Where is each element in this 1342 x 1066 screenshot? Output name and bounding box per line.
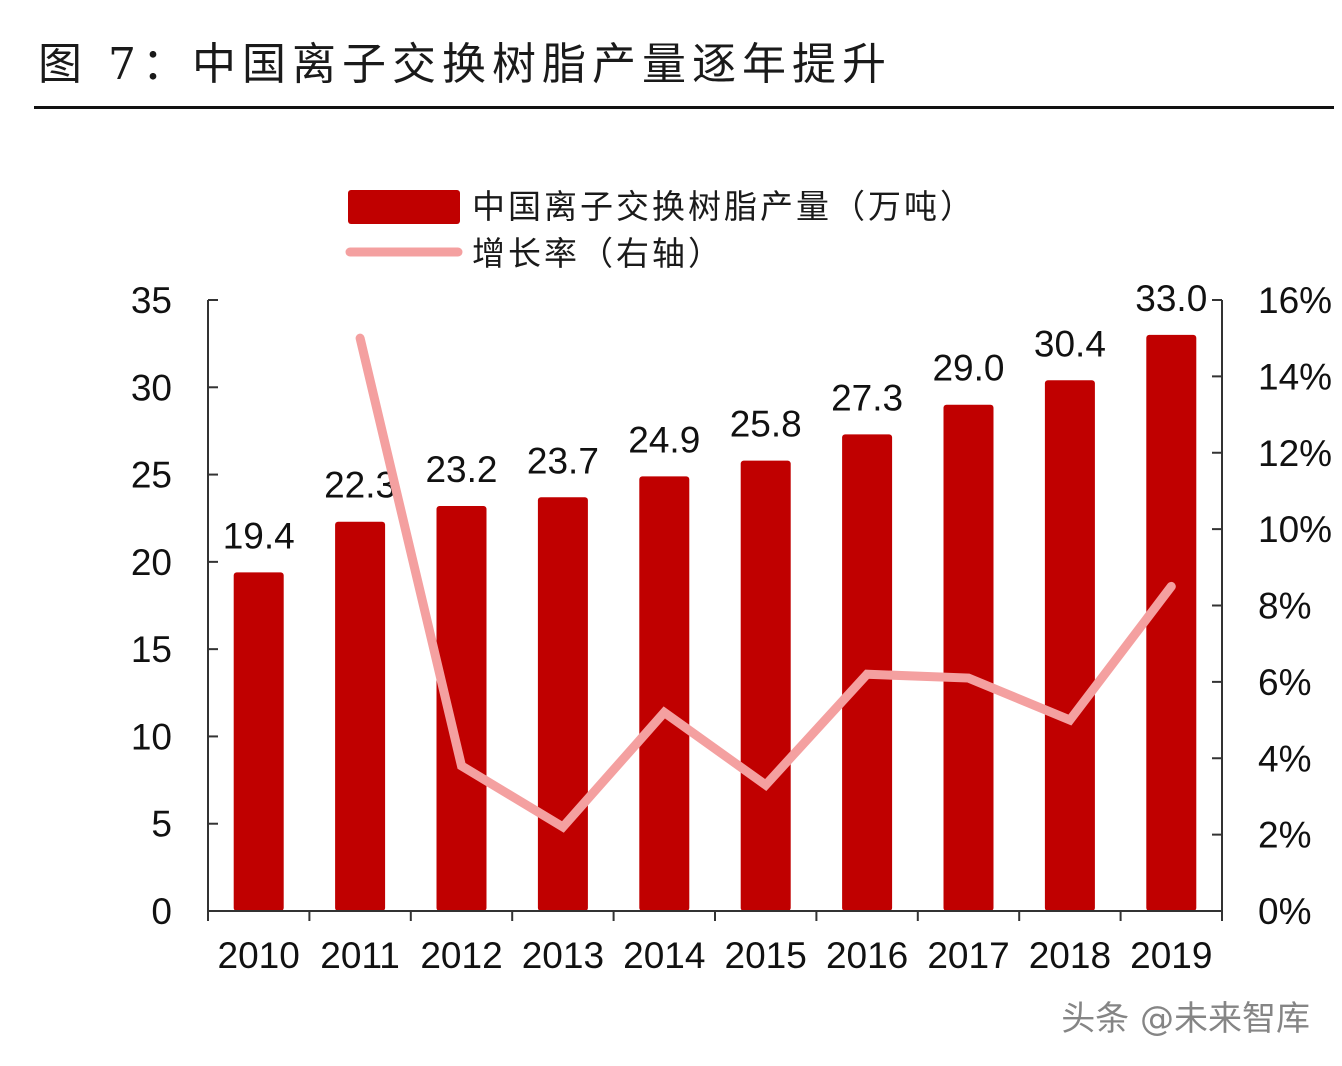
figure-title: 图 7：中国离子交换树脂产量逐年提升 <box>38 39 892 90</box>
growth-point-2013 <box>561 825 564 828</box>
legend-label-growth: 增长率（右轴） <box>472 234 724 273</box>
right-tick-label-8: 8% <box>1258 586 1311 627</box>
bar-data-labels: 19.4 22.3 23.2 23.7 24.9 25.8 27.3 29.0 30.4 33.0 <box>223 278 1208 556</box>
x-tick-label-2013: 2013 <box>522 935 604 976</box>
x-tick-label-2018: 2018 <box>1029 935 1111 976</box>
bar-value-label-2017: 29.0 <box>932 348 1004 389</box>
right-tick-label-4: 4% <box>1258 738 1311 779</box>
right-tick-label-14: 14% <box>1258 356 1332 397</box>
bar-series <box>233 334 1197 911</box>
bar-value-label-2016: 27.3 <box>831 377 903 418</box>
growth-point-2011 <box>359 337 362 340</box>
growth-point-2012 <box>460 764 463 767</box>
right-tick-label-6: 6% <box>1258 662 1311 703</box>
left-tick-label-15: 15 <box>131 629 172 670</box>
x-tick-label-2014: 2014 <box>623 935 705 976</box>
bar-2015 <box>740 460 791 911</box>
growth-rate-line <box>355 333 1176 833</box>
x-tick-label-2016: 2016 <box>826 935 908 976</box>
right-tick-label-10: 10% <box>1258 509 1332 550</box>
left-tick-label-30: 30 <box>131 367 172 408</box>
growth-point-2018 <box>1068 719 1071 722</box>
left-tick-label-35: 35 <box>131 280 172 321</box>
bar-value-label-2015: 25.8 <box>730 404 802 445</box>
right-tick-label-16: 16% <box>1258 280 1332 321</box>
bar-value-label-2011: 22.3 <box>324 465 396 506</box>
left-tick-label-0: 0 <box>151 891 172 932</box>
right-tick-label-12: 12% <box>1258 433 1332 474</box>
bar-2017 <box>943 404 994 911</box>
bar-value-label-2019: 33.0 <box>1135 278 1207 319</box>
bar-2013 <box>537 497 588 911</box>
growth-point-2019 <box>1170 585 1173 588</box>
left-tick-label-20: 20 <box>131 542 172 583</box>
left-tick-label-10: 10 <box>131 716 172 757</box>
bar-value-label-2010: 19.4 <box>223 515 295 556</box>
growth-point-2015 <box>764 783 767 786</box>
x-tick-label-2017: 2017 <box>927 935 1009 976</box>
bar-2012 <box>436 505 487 911</box>
legend-swatch-production <box>348 190 460 224</box>
growth-point-2016 <box>866 673 869 676</box>
growth-point-2014 <box>663 711 666 714</box>
bar-2011 <box>335 521 386 911</box>
x-tick-label-2019: 2019 <box>1130 935 1212 976</box>
left-tick-label-25: 25 <box>131 455 172 496</box>
legend-label-production: 中国离子交换树脂产量（万吨） <box>472 187 976 226</box>
x-tick-label-2011: 2011 <box>320 935 400 976</box>
bar-2014 <box>639 476 690 911</box>
bar-2010 <box>233 572 284 911</box>
bar-value-label-2013: 23.7 <box>527 440 599 481</box>
x-tick-label-2015: 2015 <box>725 935 807 976</box>
bar-2018 <box>1044 380 1095 911</box>
watermark: 头条 @未来智库 <box>1061 999 1310 1039</box>
chart-axes: 0 5 10 15 20 25 30 35 0% 2% 4% 6% 8% 10% 12% 14% 16% 2010… <box>131 280 1332 976</box>
title-divider <box>34 106 1334 109</box>
growth-point-2017 <box>967 677 970 680</box>
chart-legend: 中国离子交换树脂产量（万吨） 增长率（右轴） <box>345 187 976 273</box>
right-tick-label-0: 0% <box>1258 891 1311 932</box>
x-tick-label-2010: 2010 <box>218 935 300 976</box>
x-tick-label-2012: 2012 <box>420 935 502 976</box>
bar-value-label-2014: 24.9 <box>628 419 700 460</box>
left-tick-label-5: 5 <box>151 804 172 845</box>
bar-value-label-2012: 23.2 <box>425 449 497 490</box>
bar-value-label-2018: 30.4 <box>1034 323 1106 364</box>
bar-2019 <box>1146 334 1197 911</box>
right-tick-label-2: 2% <box>1258 815 1311 856</box>
